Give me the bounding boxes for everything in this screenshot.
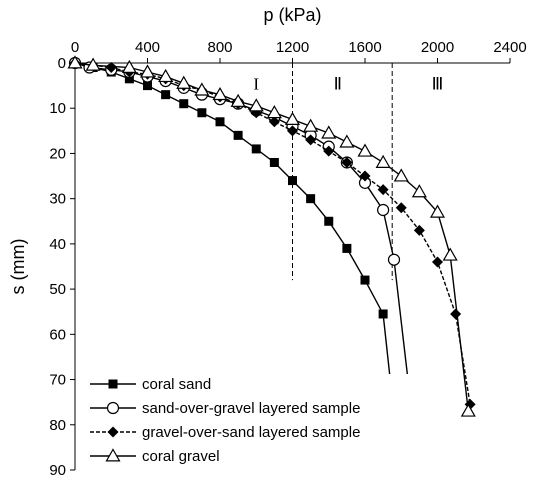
series-line: [74, 62, 471, 405]
data-point: [359, 170, 371, 182]
legend: coral sand sand-over-gravel layered sampl…: [88, 374, 448, 486]
data-point: [248, 98, 264, 112]
legend-background: [88, 374, 448, 486]
series-group: [67, 55, 476, 417]
data-point: [357, 143, 373, 157]
data-point: [393, 168, 409, 182]
series-line: [74, 62, 393, 398]
data-point: [284, 111, 301, 126]
y-tick-label: 20: [49, 145, 66, 162]
data-point: [377, 184, 389, 196]
data-point: [377, 203, 390, 217]
data-point: [161, 90, 171, 100]
y-tick-label: 60: [49, 326, 66, 343]
series-3: [67, 55, 476, 417]
y-axis-title: s (mm): [8, 239, 28, 295]
x-tick-label: 2400: [493, 39, 526, 56]
region-labels: I Ⅱ Ⅲ: [253, 74, 443, 93]
y-tick-label: 40: [49, 236, 66, 253]
legend-marker: [108, 379, 118, 389]
data-point: [305, 134, 317, 146]
x-tick-label: 1200: [276, 39, 309, 56]
series-0: [70, 58, 397, 403]
data-point: [139, 64, 156, 78]
series-1: [68, 56, 415, 391]
data-point: [179, 99, 189, 109]
data-point: [67, 55, 83, 69]
data-point: [266, 105, 282, 119]
legend-label: coral gravel: [142, 448, 220, 465]
data-point: [378, 309, 388, 319]
data-point: [323, 145, 335, 157]
x-tick-label: 400: [135, 39, 160, 56]
data-point: [360, 275, 370, 285]
x-axis-title: p (kPa): [263, 5, 321, 25]
y-tick-label: 70: [49, 372, 66, 389]
legend-label: coral sand: [142, 376, 211, 393]
data-point: [432, 256, 443, 268]
data-point: [194, 82, 210, 96]
x-tick-label: 1600: [348, 39, 381, 56]
data-point: [268, 116, 280, 128]
data-point: [288, 176, 297, 186]
data-point: [287, 125, 298, 137]
data-point: [143, 81, 152, 91]
y-tick-label: 90: [49, 462, 66, 479]
data-point: [176, 75, 192, 89]
data-point: [341, 156, 353, 168]
data-point: [121, 59, 137, 73]
data-point: [339, 134, 355, 148]
data-point: [442, 247, 458, 261]
region-boundaries: [292, 63, 393, 281]
data-point: [212, 86, 228, 101]
data-point: [306, 194, 316, 204]
y-tick-label: 50: [49, 281, 66, 298]
axes: 0 400 800 1200 1600 2000 2400 0 10 20 30 40 50 60 70 80…: [8, 5, 527, 479]
data-point: [158, 68, 174, 83]
legend-label: gravel-over-sand layered sample: [142, 424, 360, 441]
data-point: [230, 93, 246, 107]
data-point: [324, 216, 334, 226]
data-point: [105, 62, 117, 74]
data-point: [413, 224, 425, 236]
region-label: I: [253, 74, 259, 93]
data-point: [460, 403, 476, 417]
y-tick-label: 0: [58, 55, 66, 72]
series-line: [74, 62, 469, 412]
data-point: [303, 118, 319, 132]
data-point: [375, 154, 391, 168]
x-tick-label: 800: [207, 39, 232, 56]
data-point: [411, 184, 427, 198]
y-tick-label: 30: [49, 191, 66, 208]
x-tick-label: 2000: [421, 39, 454, 56]
region-label: Ⅲ: [432, 74, 444, 93]
data-point: [197, 108, 207, 118]
data-point: [342, 243, 352, 253]
data-point: [233, 130, 243, 140]
data-point: [429, 204, 446, 218]
x-tick-label: 0: [71, 39, 79, 56]
legend-marker: [106, 401, 120, 415]
legend-label: sand-over-gravel layered sample: [142, 400, 360, 417]
data-point: [124, 74, 134, 84]
data-point: [395, 202, 407, 214]
data-point: [321, 125, 337, 139]
legend-marker: [107, 426, 119, 438]
data-point: [215, 117, 225, 127]
data-point: [450, 308, 462, 320]
series-line: [74, 62, 410, 385]
data-point: [85, 57, 101, 71]
data-point: [251, 144, 261, 154]
region-label: Ⅱ: [334, 74, 342, 93]
legend-marker: [105, 448, 121, 462]
data-point: [269, 157, 279, 167]
y-tick-label: 80: [49, 417, 66, 434]
y-tick-label: 10: [49, 100, 66, 117]
data-point: [387, 253, 401, 266]
